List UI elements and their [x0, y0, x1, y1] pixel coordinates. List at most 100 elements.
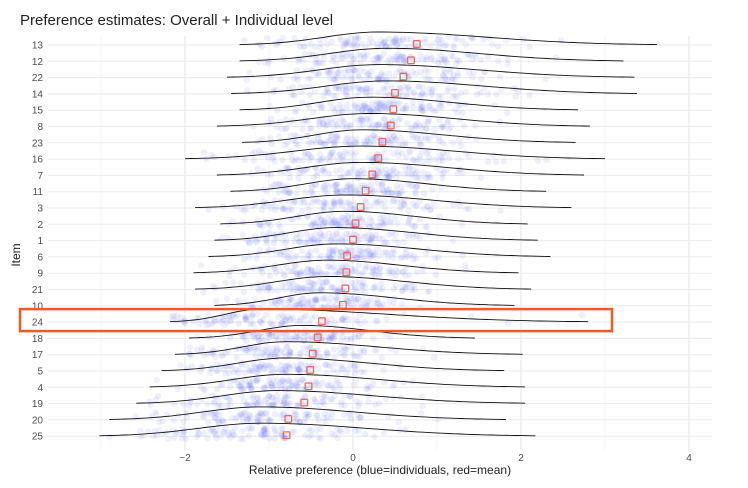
individual-point — [334, 132, 341, 139]
individual-point — [309, 108, 317, 116]
individual-point — [363, 84, 370, 92]
individual-point — [289, 83, 297, 91]
individual-point — [374, 44, 381, 51]
individual-point — [329, 104, 337, 112]
individual-point — [339, 123, 346, 130]
individual-point — [308, 334, 316, 342]
individual-point — [336, 252, 343, 260]
individual-point — [422, 250, 430, 257]
individual-point — [488, 41, 496, 48]
individual-point — [331, 182, 339, 190]
individual-point — [242, 315, 249, 323]
individual-point — [325, 89, 332, 96]
individual-point — [314, 237, 321, 244]
individual-point — [367, 236, 374, 243]
individual-point — [321, 89, 329, 96]
individual-point — [313, 412, 320, 420]
individual-point — [437, 152, 444, 159]
individual-point — [340, 54, 347, 61]
individual-point — [388, 84, 395, 91]
individual-point — [367, 252, 374, 260]
individual-point — [276, 181, 284, 188]
individual-point — [253, 400, 260, 407]
individual-point — [520, 36, 527, 43]
individual-point — [283, 237, 290, 244]
individual-point — [382, 204, 389, 211]
individual-point — [321, 122, 329, 129]
individual-point — [328, 315, 335, 323]
individual-point — [252, 345, 259, 352]
individual-point — [296, 365, 303, 373]
individual-point — [402, 250, 409, 257]
individual-point — [388, 189, 395, 197]
individual-point — [413, 254, 420, 262]
individual-point — [417, 142, 424, 149]
individual-point — [257, 363, 264, 370]
individual-point — [276, 38, 284, 45]
individual-point — [400, 200, 407, 207]
individual-point — [441, 66, 448, 74]
individual-point — [315, 70, 323, 77]
individual-point — [380, 50, 388, 57]
individual-point — [295, 164, 302, 172]
individual-point — [287, 256, 294, 263]
individual-point — [327, 236, 334, 244]
density-curve — [239, 47, 624, 62]
individual-point — [357, 251, 364, 258]
individual-point — [286, 174, 293, 181]
individual-point — [412, 70, 419, 77]
individual-point — [398, 53, 405, 60]
ridge-16 — [184, 145, 606, 166]
individual-point — [329, 198, 337, 205]
individual-point — [438, 184, 445, 191]
individual-point — [347, 121, 355, 129]
individual-point — [238, 205, 245, 213]
individual-point — [293, 269, 300, 277]
individual-point — [291, 262, 298, 269]
individual-point — [332, 84, 339, 92]
individual-point — [457, 166, 464, 173]
individual-point — [310, 235, 317, 243]
individual-point — [328, 284, 335, 292]
individual-point — [308, 270, 316, 277]
individual-point — [273, 300, 280, 308]
individual-point — [364, 134, 371, 141]
individual-point — [354, 295, 361, 303]
individual-point — [376, 235, 383, 242]
individual-point — [372, 107, 380, 114]
individual-point — [314, 134, 322, 141]
individual-point — [424, 202, 431, 210]
individual-point — [365, 40, 372, 47]
individual-point — [159, 430, 166, 437]
individual-point — [444, 87, 451, 95]
individual-point — [250, 360, 257, 367]
individual-point — [394, 41, 401, 48]
individual-point — [292, 198, 299, 205]
individual-point — [258, 333, 266, 341]
individual-point — [398, 183, 405, 191]
individual-point — [380, 188, 388, 195]
individual-point — [404, 83, 412, 91]
individual-point — [337, 362, 344, 370]
individual-point — [295, 366, 302, 374]
individual-point — [397, 53, 404, 61]
individual-point — [439, 139, 447, 147]
individual-point — [326, 153, 333, 161]
individual-point — [314, 238, 322, 245]
individual-point — [278, 125, 285, 133]
individual-point — [368, 234, 375, 241]
individual-point — [311, 236, 318, 244]
individual-point — [327, 254, 334, 262]
individual-point — [378, 180, 385, 188]
individual-point — [407, 251, 414, 259]
individual-point — [238, 385, 245, 392]
individual-point — [184, 365, 191, 372]
individual-point — [329, 396, 336, 403]
individual-point — [311, 181, 319, 188]
individual-point — [334, 434, 341, 442]
individual-point — [490, 152, 497, 159]
individual-point — [336, 268, 343, 275]
individual-point — [241, 37, 248, 44]
individual-point — [334, 238, 342, 245]
individual-point — [319, 379, 326, 387]
